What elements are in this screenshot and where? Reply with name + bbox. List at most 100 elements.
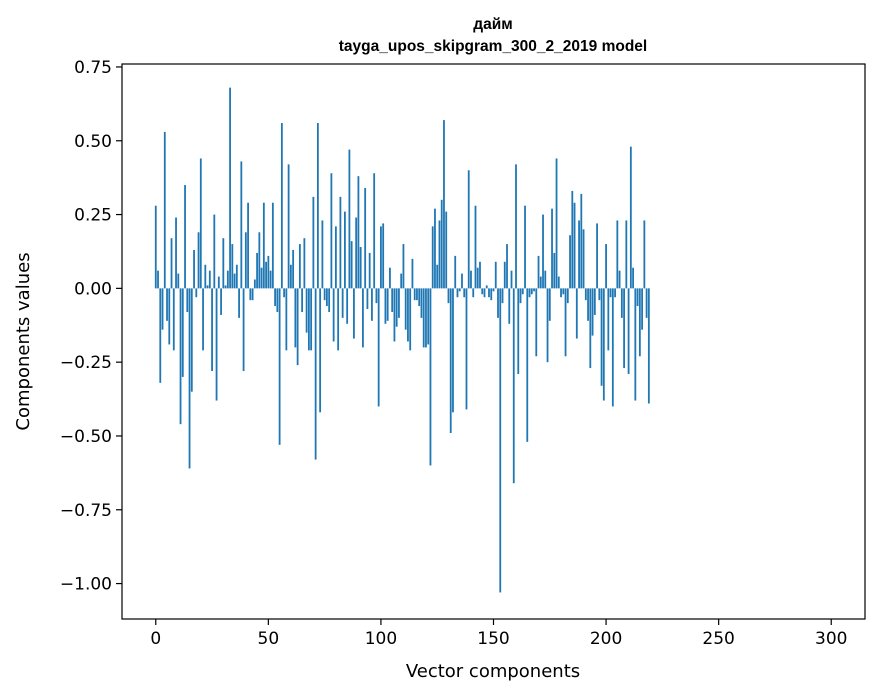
bar [249, 288, 252, 301]
bar [614, 288, 616, 298]
bar [542, 214, 544, 289]
bar [337, 288, 340, 351]
bar [440, 199, 443, 289]
bar [499, 288, 502, 593]
bars-group [154, 87, 650, 593]
bar [627, 288, 630, 374]
bar [373, 173, 376, 289]
bar [589, 288, 592, 369]
bar [242, 288, 245, 372]
bar [204, 264, 207, 289]
bar [269, 270, 272, 289]
bar [544, 270, 547, 289]
bar [494, 261, 497, 289]
bar [251, 288, 254, 301]
y-tick-label: 0.50 [74, 132, 112, 152]
bar [449, 288, 452, 434]
bar [213, 214, 216, 289]
bar [427, 288, 430, 345]
bar [573, 202, 576, 289]
bar [497, 288, 499, 318]
bar [328, 288, 331, 312]
bar [222, 238, 225, 289]
bar [161, 288, 164, 330]
bar [593, 288, 596, 315]
bar [521, 288, 524, 295]
bar [177, 273, 180, 289]
bar [476, 267, 479, 289]
bar [215, 288, 218, 401]
bar [307, 288, 310, 351]
bar [235, 264, 238, 289]
bar [481, 288, 484, 295]
bar [458, 288, 461, 292]
bar [409, 288, 412, 351]
y-axis: −1.00 −0.75 −0.50 −0.25 0.00 0.25 0.50 0.75 [60, 58, 122, 595]
bar [323, 288, 326, 301]
bar [510, 270, 513, 289]
bar [620, 288, 623, 318]
bar [391, 288, 394, 312]
bar [172, 288, 175, 351]
bar [526, 288, 529, 442]
bar [607, 288, 610, 351]
bar [175, 217, 177, 289]
bar [355, 217, 358, 289]
bar [168, 288, 171, 345]
bar [229, 87, 231, 289]
bar [463, 288, 466, 298]
bar [398, 288, 400, 318]
bar [280, 123, 283, 289]
x-tick-label: 250 [702, 629, 734, 649]
bar [258, 232, 261, 289]
bar [420, 288, 423, 318]
bar [454, 255, 457, 289]
bar [436, 264, 439, 289]
bar [587, 288, 589, 321]
bar [375, 288, 378, 304]
bar [634, 288, 637, 401]
bar [267, 255, 270, 289]
bar [562, 288, 565, 295]
bar [517, 288, 520, 374]
bar [184, 185, 186, 289]
bar [319, 288, 322, 413]
bar [296, 288, 299, 366]
bar [413, 288, 416, 301]
bar [265, 261, 267, 289]
bar [353, 288, 355, 339]
bar [598, 288, 601, 301]
bar [551, 208, 553, 289]
bar [528, 288, 531, 298]
bar [611, 288, 614, 407]
bar [616, 220, 619, 289]
bar [380, 226, 382, 289]
bar [262, 202, 265, 289]
bar [636, 288, 639, 307]
bar [553, 252, 556, 289]
bar [416, 288, 418, 301]
bar [159, 288, 162, 383]
bar [575, 288, 578, 339]
bar [537, 255, 540, 289]
x-tick-label: 200 [590, 629, 622, 649]
bar [368, 252, 371, 289]
bar [226, 270, 229, 289]
bar [512, 288, 515, 484]
bar [217, 276, 220, 289]
y-tick-label: −0.50 [60, 427, 112, 447]
bar [395, 288, 398, 327]
bar [548, 288, 551, 321]
bar [386, 288, 389, 321]
y-tick-label: −0.25 [60, 353, 112, 373]
bar [292, 249, 295, 289]
bar [211, 288, 213, 372]
bar [467, 170, 470, 289]
bar [571, 190, 574, 289]
bar [179, 288, 182, 425]
bar [506, 244, 508, 289]
bar [181, 288, 184, 377]
bar [238, 288, 240, 318]
bar [393, 288, 396, 342]
bar [643, 220, 646, 289]
